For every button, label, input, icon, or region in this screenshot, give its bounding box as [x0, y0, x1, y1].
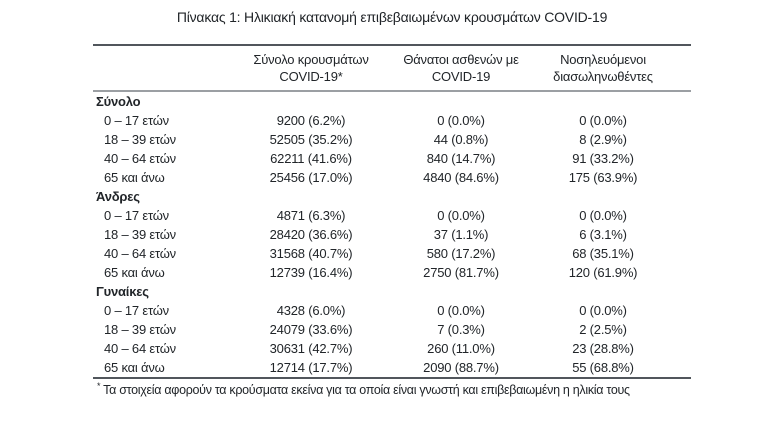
intubated-value: 0 (0.0%) [579, 113, 627, 128]
cases-value: 9200 (6.2%) [276, 113, 346, 128]
column-header-line: Θάνατοι ασθενών με [403, 52, 519, 67]
age-group-label: 40 – 64 ετών [104, 151, 176, 166]
intubated-value: 0 (0.0%) [579, 303, 627, 318]
age-group-label: 65 και άνω [104, 360, 165, 375]
header-row: Σύνολο κρουσμάτων COVID-19* Θάνατοι ασθε… [93, 45, 691, 92]
age-group-label: 65 και άνω [104, 265, 165, 280]
age-group-label: 0 – 17 ετών [104, 303, 169, 318]
cases-value: 31568 (40.7%) [269, 246, 353, 261]
intubated-value: 68 (35.1%) [572, 246, 634, 261]
column-header-deaths: Θάνατοι ασθενών με COVID-19 [387, 45, 535, 92]
intubated-value: 120 (61.9%) [568, 265, 638, 280]
table-header: Σύνολο κρουσμάτων COVID-19* Θάνατοι ασθε… [93, 45, 691, 92]
column-header-line: Νοσηλευόμενοι [560, 52, 646, 67]
deaths-value: 0 (0.0%) [437, 113, 485, 128]
cases-value: 52505 (35.2%) [269, 132, 353, 147]
age-group-label: 40 – 64 ετών [104, 246, 176, 261]
section-header: Άνδρες [96, 189, 140, 204]
column-header-line: Σύνολο κρουσμάτων [253, 52, 369, 67]
table-row: 18 – 39 ετών 24079 (33.6%) 7 (0.3%) 2 (2.5%… [93, 320, 691, 339]
age-group-label: 40 – 64 ετών [104, 341, 176, 356]
age-group-label: 0 – 17 ετών [104, 113, 169, 128]
deaths-value: 2750 (81.7%) [423, 265, 499, 280]
cases-value: 24079 (33.6%) [269, 322, 353, 337]
intubated-value: 23 (28.8%) [572, 341, 634, 356]
table-row: 40 – 64 ετών 62211 (41.6%) 840 (14.7%) 91 (… [93, 149, 691, 168]
deaths-value: 4840 (84.6%) [423, 170, 499, 185]
intubated-value: 2 (2.5%) [579, 322, 627, 337]
age-group-label: 65 και άνω [104, 170, 165, 185]
column-header-line: COVID-19 [431, 69, 491, 84]
section-header: Σύνολο [96, 94, 141, 109]
deaths-value: 37 (1.1%) [433, 227, 489, 242]
cases-value: 12714 (17.7%) [269, 360, 353, 375]
column-header-intubated: Νοσηλευόμενοι διασωληνωθέντες [535, 45, 691, 92]
age-group-label: 18 – 39 ετών [104, 227, 176, 242]
section-header-row: Άνδρες [93, 187, 691, 206]
deaths-value: 840 (14.7%) [426, 151, 496, 166]
intubated-value: 8 (2.9%) [579, 132, 627, 147]
covid-age-distribution-table: Σύνολο κρουσμάτων COVID-19* Θάνατοι ασθε… [93, 44, 691, 379]
cases-value: 62211 (41.6%) [270, 151, 352, 166]
section-header-row: Γυναίκες [93, 282, 691, 301]
table-row: 18 – 39 ετών 28420 (36.6%) 37 (1.1%) 6 (3.1… [93, 225, 691, 244]
footnote-marker: * [97, 380, 101, 391]
deaths-value: 0 (0.0%) [437, 303, 485, 318]
cases-value: 25456 (17.0%) [269, 170, 353, 185]
table-row: 65 και άνω 12739 (16.4%) 2750 (81.7%) 120 (… [93, 263, 691, 282]
column-header-line: COVID-19* [279, 69, 343, 84]
cases-value: 4871 (6.3%) [276, 208, 346, 223]
cases-value: 4328 (6.0%) [276, 303, 346, 318]
age-group-label: 0 – 17 ετών [104, 208, 169, 223]
footnote: * Τα στοιχεία αφορούν τα κρούσματα εκείν… [97, 380, 697, 397]
deaths-value: 7 (0.3%) [437, 322, 485, 337]
deaths-value: 44 (0.8%) [433, 132, 489, 147]
deaths-value: 2090 (88.7%) [423, 360, 499, 375]
table-row: 40 – 64 ετών 31568 (40.7%) 580 (17.2%) 68 (… [93, 244, 691, 263]
age-group-label: 18 – 39 ετών [104, 132, 176, 147]
cases-value: 12739 (16.4%) [269, 265, 353, 280]
cases-value: 30631 (42.7%) [269, 341, 353, 356]
table-row: 0 – 17 ετών 4328 (6.0%) 0 (0.0%) 0 (0.0%) [93, 301, 691, 320]
intubated-value: 91 (33.2%) [572, 151, 634, 166]
table-row: 65 και άνω 12714 (17.7%) 2090 (88.7%) 55 (6… [93, 358, 691, 378]
table-body: Σύνολο 0 – 17 ετών 9200 (6.2%) 0 (0.0%) 0 (0… [93, 91, 691, 378]
column-header-empty [93, 45, 235, 92]
table-row: 40 – 64 ετών 30631 (42.7%) 260 (11.0%) 23 (… [93, 339, 691, 358]
intubated-value: 55 (68.8%) [572, 360, 634, 375]
footnote-text: Τα στοιχεία αφορούν τα κρούσματα εκείνα … [103, 383, 630, 397]
deaths-value: 260 (11.0%) [427, 341, 495, 356]
section-header: Γυναίκες [96, 284, 149, 299]
table-row: 0 – 17 ετών 9200 (6.2%) 0 (0.0%) 0 (0.0%) [93, 111, 691, 130]
column-header-total-cases: Σύνολο κρουσμάτων COVID-19* [235, 45, 387, 92]
cases-value: 28420 (36.6%) [269, 227, 353, 242]
column-header-line: διασωληνωθέντες [553, 69, 653, 84]
table-row: 65 και άνω 25456 (17.0%) 4840 (84.6%) 175 (… [93, 168, 691, 187]
deaths-value: 580 (17.2%) [426, 246, 496, 261]
deaths-value: 0 (0.0%) [437, 208, 485, 223]
table-row: 18 – 39 ετών 52505 (35.2%) 44 (0.8%) 8 (2.9… [93, 130, 691, 149]
table-row: 0 – 17 ετών 4871 (6.3%) 0 (0.0%) 0 (0.0%) [93, 206, 691, 225]
intubated-value: 175 (63.9%) [568, 170, 638, 185]
intubated-value: 0 (0.0%) [579, 208, 627, 223]
section-header-row: Σύνολο [93, 91, 691, 111]
table-title: Πίνακας 1: Ηλικιακή κατανομή επιβεβαιωμέ… [176, 9, 608, 25]
age-group-label: 18 – 39 ετών [104, 322, 176, 337]
intubated-value: 6 (3.1%) [579, 227, 627, 242]
